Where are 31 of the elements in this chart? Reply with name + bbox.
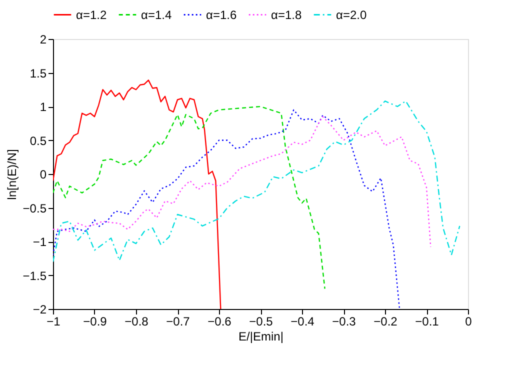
y-tick-label: 0 <box>40 168 47 182</box>
x-tick-label: −0.8 <box>124 314 149 328</box>
legend-label: α=1.2 <box>76 8 107 22</box>
line-series <box>53 100 460 262</box>
y-tick-label: 1.5 <box>30 66 47 80</box>
line-series <box>53 116 432 248</box>
x-tick-label: −0.3 <box>332 314 356 328</box>
y-axis-title: ln[n(E)/N] <box>4 149 19 200</box>
y-tick-label: −2 <box>32 302 47 316</box>
x-tick-label: 0 <box>465 314 472 328</box>
x-tick-label: −0.5 <box>249 314 274 328</box>
y-tick-label: 2 <box>40 32 47 46</box>
legend-label: α=2.0 <box>336 8 367 22</box>
legend-label: α=1.8 <box>271 8 302 22</box>
x-tick-label: −0.4 <box>290 314 315 328</box>
x-tick-label: −0.1 <box>415 314 440 328</box>
y-tick-label: −0.5 <box>22 201 47 216</box>
y-tick-label: 0.5 <box>30 134 47 148</box>
y-tick-label: −1.5 <box>22 268 47 283</box>
legend-label: α=1.6 <box>206 8 237 22</box>
line-series <box>53 109 400 309</box>
x-tick-label: −0.2 <box>374 314 398 328</box>
x-tick-label: −0.9 <box>83 314 108 328</box>
y-tick-label: −1 <box>32 235 47 249</box>
y-tick-label: 1 <box>40 100 47 114</box>
line-series <box>53 80 222 309</box>
x-tick-label: −0.6 <box>208 314 232 328</box>
x-tick-label: −0.7 <box>166 314 190 328</box>
line-series <box>53 106 326 290</box>
legend-label: α=1.4 <box>141 8 172 22</box>
x-axis-title: E/|Emin| <box>238 330 284 344</box>
